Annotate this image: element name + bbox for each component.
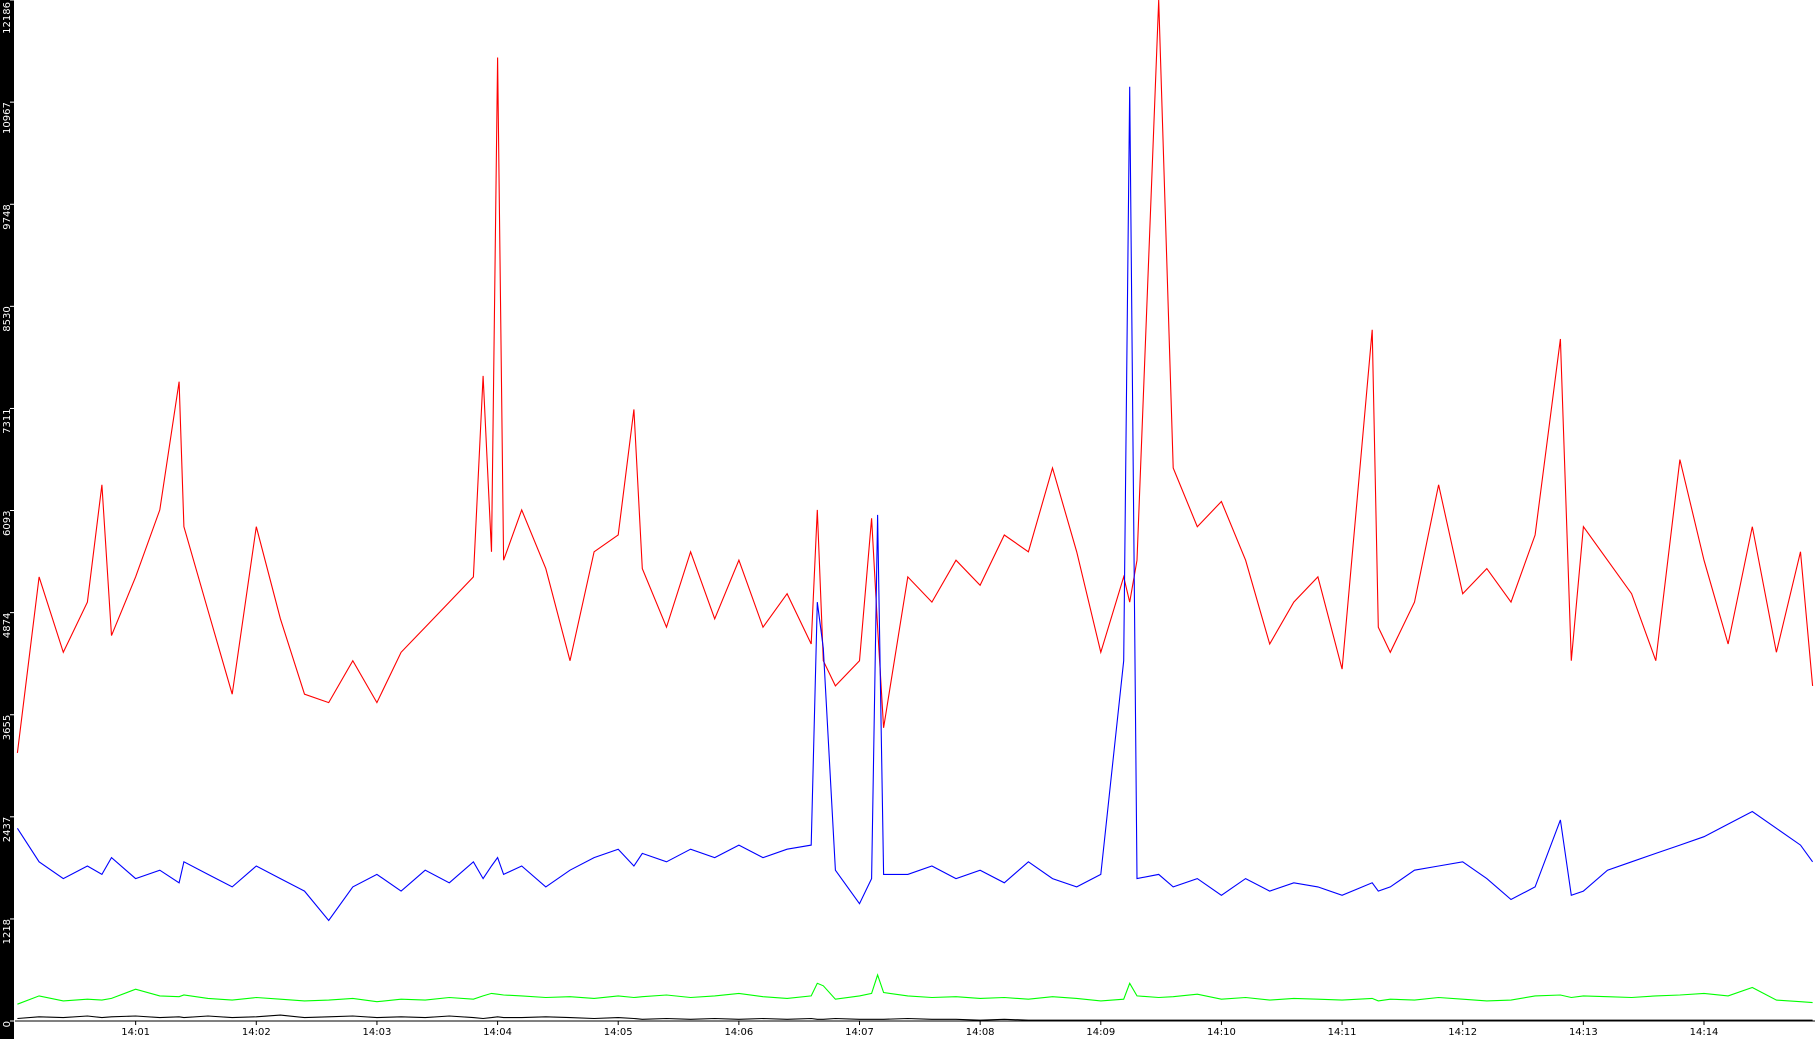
y-tick-label: 4874 bbox=[2, 613, 13, 638]
x-tick-label: 14:14 bbox=[1690, 1027, 1719, 1038]
x-tick-label: 14:11 bbox=[1328, 1027, 1357, 1038]
x-tick-label: 14:09 bbox=[1086, 1027, 1115, 1038]
y-tick-label: 3655 bbox=[2, 715, 13, 740]
x-tick-label: 14:12 bbox=[1448, 1027, 1477, 1038]
series-line bbox=[17, 973, 1813, 1005]
x-tick-label: 14:06 bbox=[724, 1027, 753, 1038]
x-tick-label: 14:01 bbox=[121, 1027, 150, 1038]
y-tick-label: 10967 bbox=[2, 102, 13, 134]
y-tick-label: 7311 bbox=[2, 408, 13, 433]
y-tick-label: 12186 bbox=[2, 2, 13, 34]
y-tick-label: 6093 bbox=[2, 511, 13, 536]
y-tick-label: 0 bbox=[2, 1021, 13, 1027]
series-line bbox=[16, 86, 1814, 922]
x-tick-label: 14:03 bbox=[363, 1027, 392, 1038]
y-tick-label: 9748 bbox=[2, 204, 13, 229]
y-tick-label: 1218 bbox=[2, 919, 13, 944]
y-tick-label: 8530 bbox=[2, 306, 13, 331]
series-line bbox=[17, 1014, 1813, 1021]
x-tick-label: 14:04 bbox=[483, 1027, 512, 1038]
x-tick-label: 14:08 bbox=[966, 1027, 995, 1038]
x-tick-label: 14:02 bbox=[242, 1027, 271, 1038]
x-tick-label: 14:10 bbox=[1207, 1027, 1236, 1038]
x-tick-label: 14:07 bbox=[845, 1027, 874, 1038]
x-tick-label: 14:05 bbox=[604, 1027, 633, 1038]
y-tick-label: 2437 bbox=[2, 817, 13, 842]
y-axis-band bbox=[0, 0, 14, 1039]
series-line bbox=[16, 0, 1814, 753]
x-tick-label: 14:13 bbox=[1569, 1027, 1598, 1038]
